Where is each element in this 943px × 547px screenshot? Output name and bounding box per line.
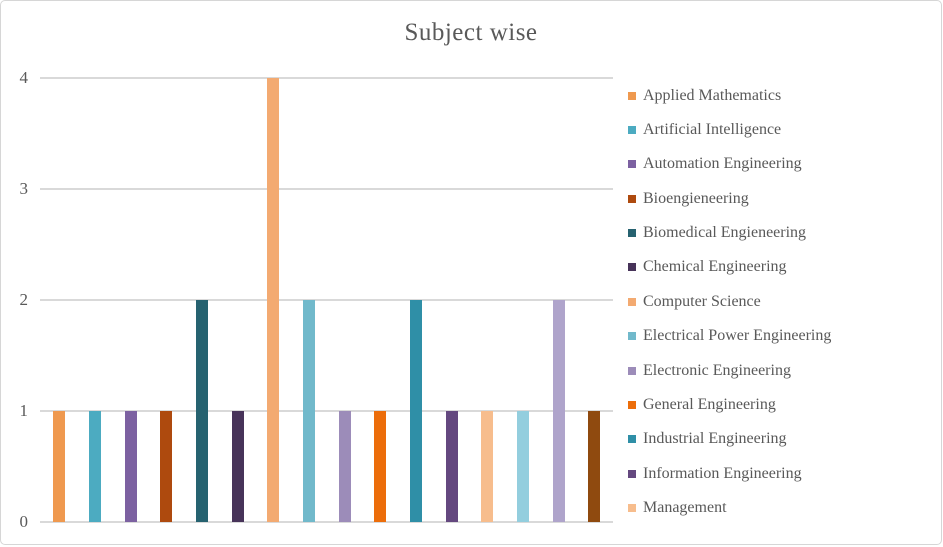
bar-electrical-power-engineering[interactable] <box>302 300 315 522</box>
legend-item-biomedical-engieneering[interactable]: Biomedical Engieneering <box>628 224 806 242</box>
legend-swatch-icon <box>628 194 636 203</box>
legend-label: Computer Science <box>643 292 761 310</box>
bar-series-16[interactable] <box>588 411 601 522</box>
y-tick-label-3: 3 <box>19 179 29 198</box>
legend-item-electronic-engineering[interactable]: Electronic Engineering <box>628 362 791 380</box>
legend-label: Chemical Engineering <box>643 258 787 276</box>
legend-label: Management <box>643 499 727 517</box>
bar-biomedical-engieneering[interactable] <box>195 300 208 522</box>
bar-automation-engineering[interactable] <box>124 411 137 522</box>
legend-item-management[interactable]: Management <box>628 499 727 517</box>
legend-item-computer-science[interactable]: Computer Science <box>628 293 761 311</box>
legend-swatch-icon <box>628 400 636 409</box>
legend-swatch-icon <box>628 229 636 238</box>
bar-electronic-engineering[interactable] <box>338 411 351 522</box>
chart-title[interactable]: Subject wise <box>404 19 538 46</box>
gridline-y2 <box>40 299 613 301</box>
legend-swatch-icon <box>628 160 636 169</box>
legend-item-electrical-power-engineering[interactable]: Electrical Power Engineering <box>628 327 831 345</box>
legend-label: Industrial Engineering <box>643 430 787 448</box>
legend-label: Electronic Engineering <box>643 361 791 379</box>
legend-label: Electrical Power Engineering <box>643 327 832 345</box>
gridline-y4 <box>40 77 613 79</box>
legend-swatch-icon <box>628 125 636 134</box>
legend-label: General Engineering <box>643 395 776 413</box>
legend-label: Artificial Intelligence <box>643 120 782 138</box>
bar-general-engineering[interactable] <box>374 411 387 522</box>
legend-swatch-icon <box>628 297 636 306</box>
legend-label: Automation Engineering <box>643 155 802 173</box>
legend-label: Bioengieneering <box>643 189 749 207</box>
legend-swatch-icon <box>628 332 636 341</box>
legend-label: Applied Mathematics <box>643 86 782 104</box>
legend-swatch-icon <box>628 366 636 375</box>
bar-information-engineering[interactable] <box>445 411 458 522</box>
legend-item-general-engineering[interactable]: General Engineering <box>628 396 776 414</box>
y-tick-label-0: 0 <box>19 512 29 531</box>
gridline-y0 <box>40 521 613 523</box>
legend-swatch-icon <box>628 435 636 444</box>
legend-label: Biomedical Engieneering <box>643 224 807 242</box>
legend-swatch-icon <box>628 91 636 100</box>
bar-series-14[interactable] <box>517 411 530 522</box>
bar-series-15[interactable] <box>552 300 565 522</box>
legend-swatch-icon <box>628 469 636 478</box>
bar-computer-science[interactable] <box>267 78 280 522</box>
legend-item-industrial-engineering[interactable]: Industrial Engineering <box>628 430 787 448</box>
bar-management[interactable] <box>481 411 494 522</box>
y-tick-label-1: 1 <box>19 401 29 420</box>
legend-label: Information Engineering <box>643 464 802 482</box>
bar-applied-mathematics[interactable] <box>53 411 66 522</box>
y-tick-label-2: 2 <box>19 290 29 309</box>
bar-chemical-engineering[interactable] <box>231 411 244 522</box>
legend-item-artificial-intelligence[interactable]: Artificial Intelligence <box>628 121 781 139</box>
legend-item-information-engineering[interactable]: Information Engineering <box>628 465 802 483</box>
y-tick-label-4: 4 <box>19 68 29 87</box>
gridline-y3 <box>40 188 613 190</box>
legend-item-bioengieneering[interactable]: Bioengieneering <box>628 190 749 208</box>
legend-swatch-icon <box>628 263 636 272</box>
bar-industrial-engineering[interactable] <box>410 300 422 522</box>
legend-item-applied-mathematics[interactable]: Applied Mathematics <box>628 87 781 105</box>
bar-bioengieneering[interactable] <box>160 411 173 522</box>
gridline-y1 <box>40 410 613 412</box>
bar-artificial-intelligence[interactable] <box>88 411 101 522</box>
legend-item-chemical-engineering[interactable]: Chemical Engineering <box>628 258 787 276</box>
legend-swatch-icon <box>628 504 636 513</box>
legend-item-automation-engineering[interactable]: Automation Engineering <box>628 155 802 173</box>
legend: Applied Mathematics Artificial Intelligen… <box>628 1 938 547</box>
